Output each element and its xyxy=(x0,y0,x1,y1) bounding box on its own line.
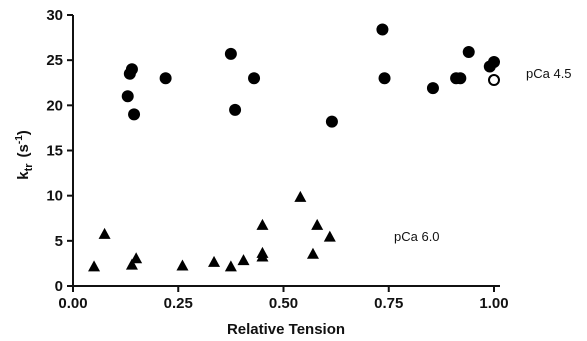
data-point-circle xyxy=(325,115,338,128)
y-axis-title-unit-open: (s xyxy=(15,144,32,157)
axes xyxy=(72,15,500,287)
y-ticks: 0 5 10 15 20 25 30 xyxy=(46,7,73,295)
data-point-triangle xyxy=(176,259,189,271)
data-point-triangle xyxy=(311,218,324,230)
data-point-circle xyxy=(125,63,138,76)
data-point-triangle xyxy=(125,258,138,270)
data-point-open-circle xyxy=(488,74,500,87)
x-axis-title: Relative Tension xyxy=(227,321,345,338)
data-point-circle xyxy=(378,72,391,85)
data-point-circle xyxy=(128,108,141,121)
y-tick-label: 30 xyxy=(46,7,63,24)
x-tick-label: 1.00 xyxy=(479,295,508,312)
y-axis-title-subscript: tr xyxy=(23,163,35,172)
data-point-triangle xyxy=(256,218,269,230)
data-point-circle xyxy=(488,55,500,68)
x-tick-label: 0.50 xyxy=(269,295,298,312)
data-point-triangle xyxy=(237,254,250,266)
data-point-triangle xyxy=(306,247,319,259)
data-point-circle xyxy=(462,46,475,59)
data-point-circle xyxy=(229,103,242,116)
x-ticks: 0.00 0.25 0.50 0.75 1.00 xyxy=(58,286,509,312)
y-tick-label: 5 xyxy=(55,233,63,250)
y-tick-label: 20 xyxy=(46,97,63,114)
y-tick-label: 0 xyxy=(55,278,63,295)
data-point-circle xyxy=(426,82,439,95)
data-point-triangle xyxy=(224,260,237,272)
data-point-triangle xyxy=(256,246,269,258)
data-point-circle xyxy=(224,47,237,60)
data-point-circle xyxy=(248,72,261,85)
data-point-triangle xyxy=(294,190,307,202)
y-axis-title-unit-close: ) xyxy=(15,130,32,135)
y-tick-label: 15 xyxy=(46,143,63,160)
data-point-triangle xyxy=(130,252,143,264)
data-point-circle xyxy=(376,23,389,36)
x-tick-label: 0.25 xyxy=(164,295,193,312)
data-point-circle xyxy=(121,90,134,103)
data-points xyxy=(88,23,500,272)
data-point-triangle xyxy=(208,255,221,267)
x-tick-label: 0.00 xyxy=(58,295,87,312)
data-point-triangle xyxy=(88,260,101,272)
series-label-pca-4-5: pCa 4.5 xyxy=(526,66,572,81)
y-tick-label: 25 xyxy=(46,52,63,69)
data-point-triangle xyxy=(323,230,336,242)
data-point-circle xyxy=(159,72,172,85)
data-point-triangle xyxy=(98,227,111,239)
y-axis-title-main: k xyxy=(15,171,32,180)
series-label-pca-6-0: pCa 6.0 xyxy=(394,229,440,244)
y-axis-title-unit-superscript: -1 xyxy=(14,135,25,144)
y-tick-label: 10 xyxy=(46,188,63,205)
data-point-circle xyxy=(454,72,467,85)
y-axis-title: ktr (s-1) xyxy=(14,130,35,180)
x-tick-label: 0.75 xyxy=(374,295,403,312)
